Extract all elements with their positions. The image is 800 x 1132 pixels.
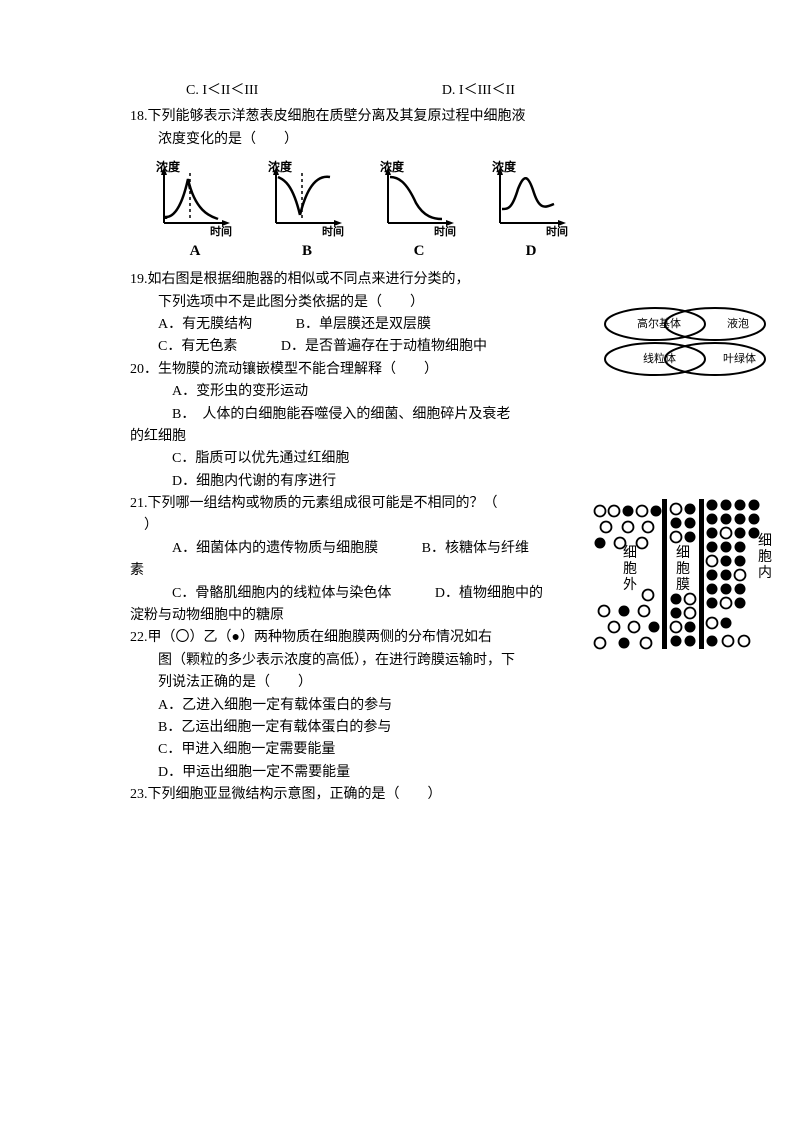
svg-text:胞: 胞 xyxy=(676,561,690,577)
q19-opt-a: A．有无膜结构 xyxy=(158,317,252,332)
q22-opt-d: D．甲运出细胞一定不需要能量 xyxy=(158,762,690,784)
svg-text:细: 细 xyxy=(758,533,772,549)
q17-opt-d: D. I＜III＜II xyxy=(442,83,515,98)
q21-opt-c: C．骨骼肌细胞内的线粒体与染色体 xyxy=(172,586,391,601)
q22-number: 22. xyxy=(130,630,148,645)
q23-number: 23. xyxy=(130,787,148,802)
svg-text:细: 细 xyxy=(623,545,637,561)
question-19: 19.如右图是根据细胞器的相似或不同点来进行分类的， 下列选项中不是此图分类依据… xyxy=(130,269,690,359)
svg-text:时间: 时间 xyxy=(434,224,456,237)
q18-text: 下列能够表示洋葱表皮细胞在质壁分离及其复原过程中细胞液 xyxy=(148,109,526,124)
q21-opt-a: A．细菌体内的遗传物质与细胞膜 xyxy=(172,541,378,556)
venn-diagram: 高尔基体 液泡 线粒体 叶绿体 xyxy=(595,299,770,389)
question-18: 18.下列能够表示洋葱表皮细胞在质壁分离及其复原过程中细胞液 浓度变化的是（ ） xyxy=(130,106,690,151)
svg-text:时间: 时间 xyxy=(210,224,232,237)
q21-opt-d: D．植物细胞中的 xyxy=(435,586,543,601)
q23-text: 下列细胞亚显微结构示意图，正确的是（ ） xyxy=(148,787,442,802)
svg-text:高尔基体: 高尔基体 xyxy=(637,316,681,330)
svg-text:浓度: 浓度 xyxy=(156,159,181,174)
q19-opt-b: B．单层膜还是双层膜 xyxy=(296,317,431,332)
svg-text:液泡: 液泡 xyxy=(727,316,749,330)
q22-opt-a: A．乙进入细胞一定有载体蛋白的参与 xyxy=(158,695,690,717)
q17-options: C. I＜II＜III D. I＜III＜II xyxy=(186,80,690,102)
q20-opt-b2: 的红细胞 xyxy=(130,426,690,448)
q18-graphs: 浓度 时间 A 浓度 时间 B 浓度 xyxy=(152,159,690,263)
svg-text:细: 细 xyxy=(676,545,690,561)
q22-opt-b: B．乙运出细胞一定有载体蛋白的参与 xyxy=(158,717,690,739)
q17-opt-c: C. I＜II＜III xyxy=(186,83,258,98)
q19-opt-c: C．有无色素 xyxy=(158,339,237,354)
svg-text:胞: 胞 xyxy=(623,561,637,577)
question-21: 21.下列哪一组结构或物质的元素组成很可能是不相同的？（ ） A．细菌体内的遗传… xyxy=(130,493,690,627)
svg-text:膜: 膜 xyxy=(676,577,690,593)
q20-opt-c: C．脂质可以优先通过红细胞 xyxy=(172,448,690,470)
svg-text:线粒体: 线粒体 xyxy=(643,351,676,365)
q18-text2: 浓度变化的是（ ） xyxy=(158,129,690,151)
q21-text: 下列哪一组结构或物质的元素组成很可能是不相同的？（ xyxy=(148,496,512,511)
q22-text: 甲（〇）乙（●）两种物质在细胞膜两侧的分布情况如右 xyxy=(148,630,492,645)
q18-number: 18. xyxy=(130,109,148,124)
question-23: 23.下列细胞亚显微结构示意图，正确的是（ ） xyxy=(130,784,690,806)
q21-number: 21. xyxy=(130,496,148,511)
svg-text:外: 外 xyxy=(623,577,637,593)
q20-opt-d: D．细胞内代谢的有序进行 xyxy=(172,471,690,493)
svg-text:浓度: 浓度 xyxy=(268,159,293,174)
svg-text:浓度: 浓度 xyxy=(492,159,517,174)
svg-text:时间: 时间 xyxy=(546,224,568,237)
svg-text:浓度: 浓度 xyxy=(380,159,405,174)
q20-opt-b: B． 人体的白细胞能吞噬侵入的细菌、细胞碎片及衰老 xyxy=(172,404,690,426)
q19-text: 如右图是根据细胞器的相似或不同点来进行分类的， xyxy=(148,272,470,287)
svg-text:内: 内 xyxy=(758,565,772,581)
q19-number: 19. xyxy=(130,272,148,287)
q22-opt-c: C．甲进入细胞一定需要能量 xyxy=(158,739,690,761)
q19-opt-d: D．是否普遍存在于动植物细胞中 xyxy=(281,339,487,354)
membrane-figure: 细 胞 外 细 胞 膜 细 胞 内 xyxy=(580,493,780,666)
q22-text3: 列说法正确的是（ ） xyxy=(158,672,690,694)
q21-opt-b: B．核糖体与纤维 xyxy=(422,541,529,556)
q20-text: 生物膜的流动镶嵌模型不能合理解释（ ） xyxy=(158,362,438,377)
q20-number: 20． xyxy=(130,362,158,377)
svg-text:胞: 胞 xyxy=(758,549,772,565)
svg-text:叶绿体: 叶绿体 xyxy=(723,351,756,365)
svg-text:时间: 时间 xyxy=(322,224,344,237)
